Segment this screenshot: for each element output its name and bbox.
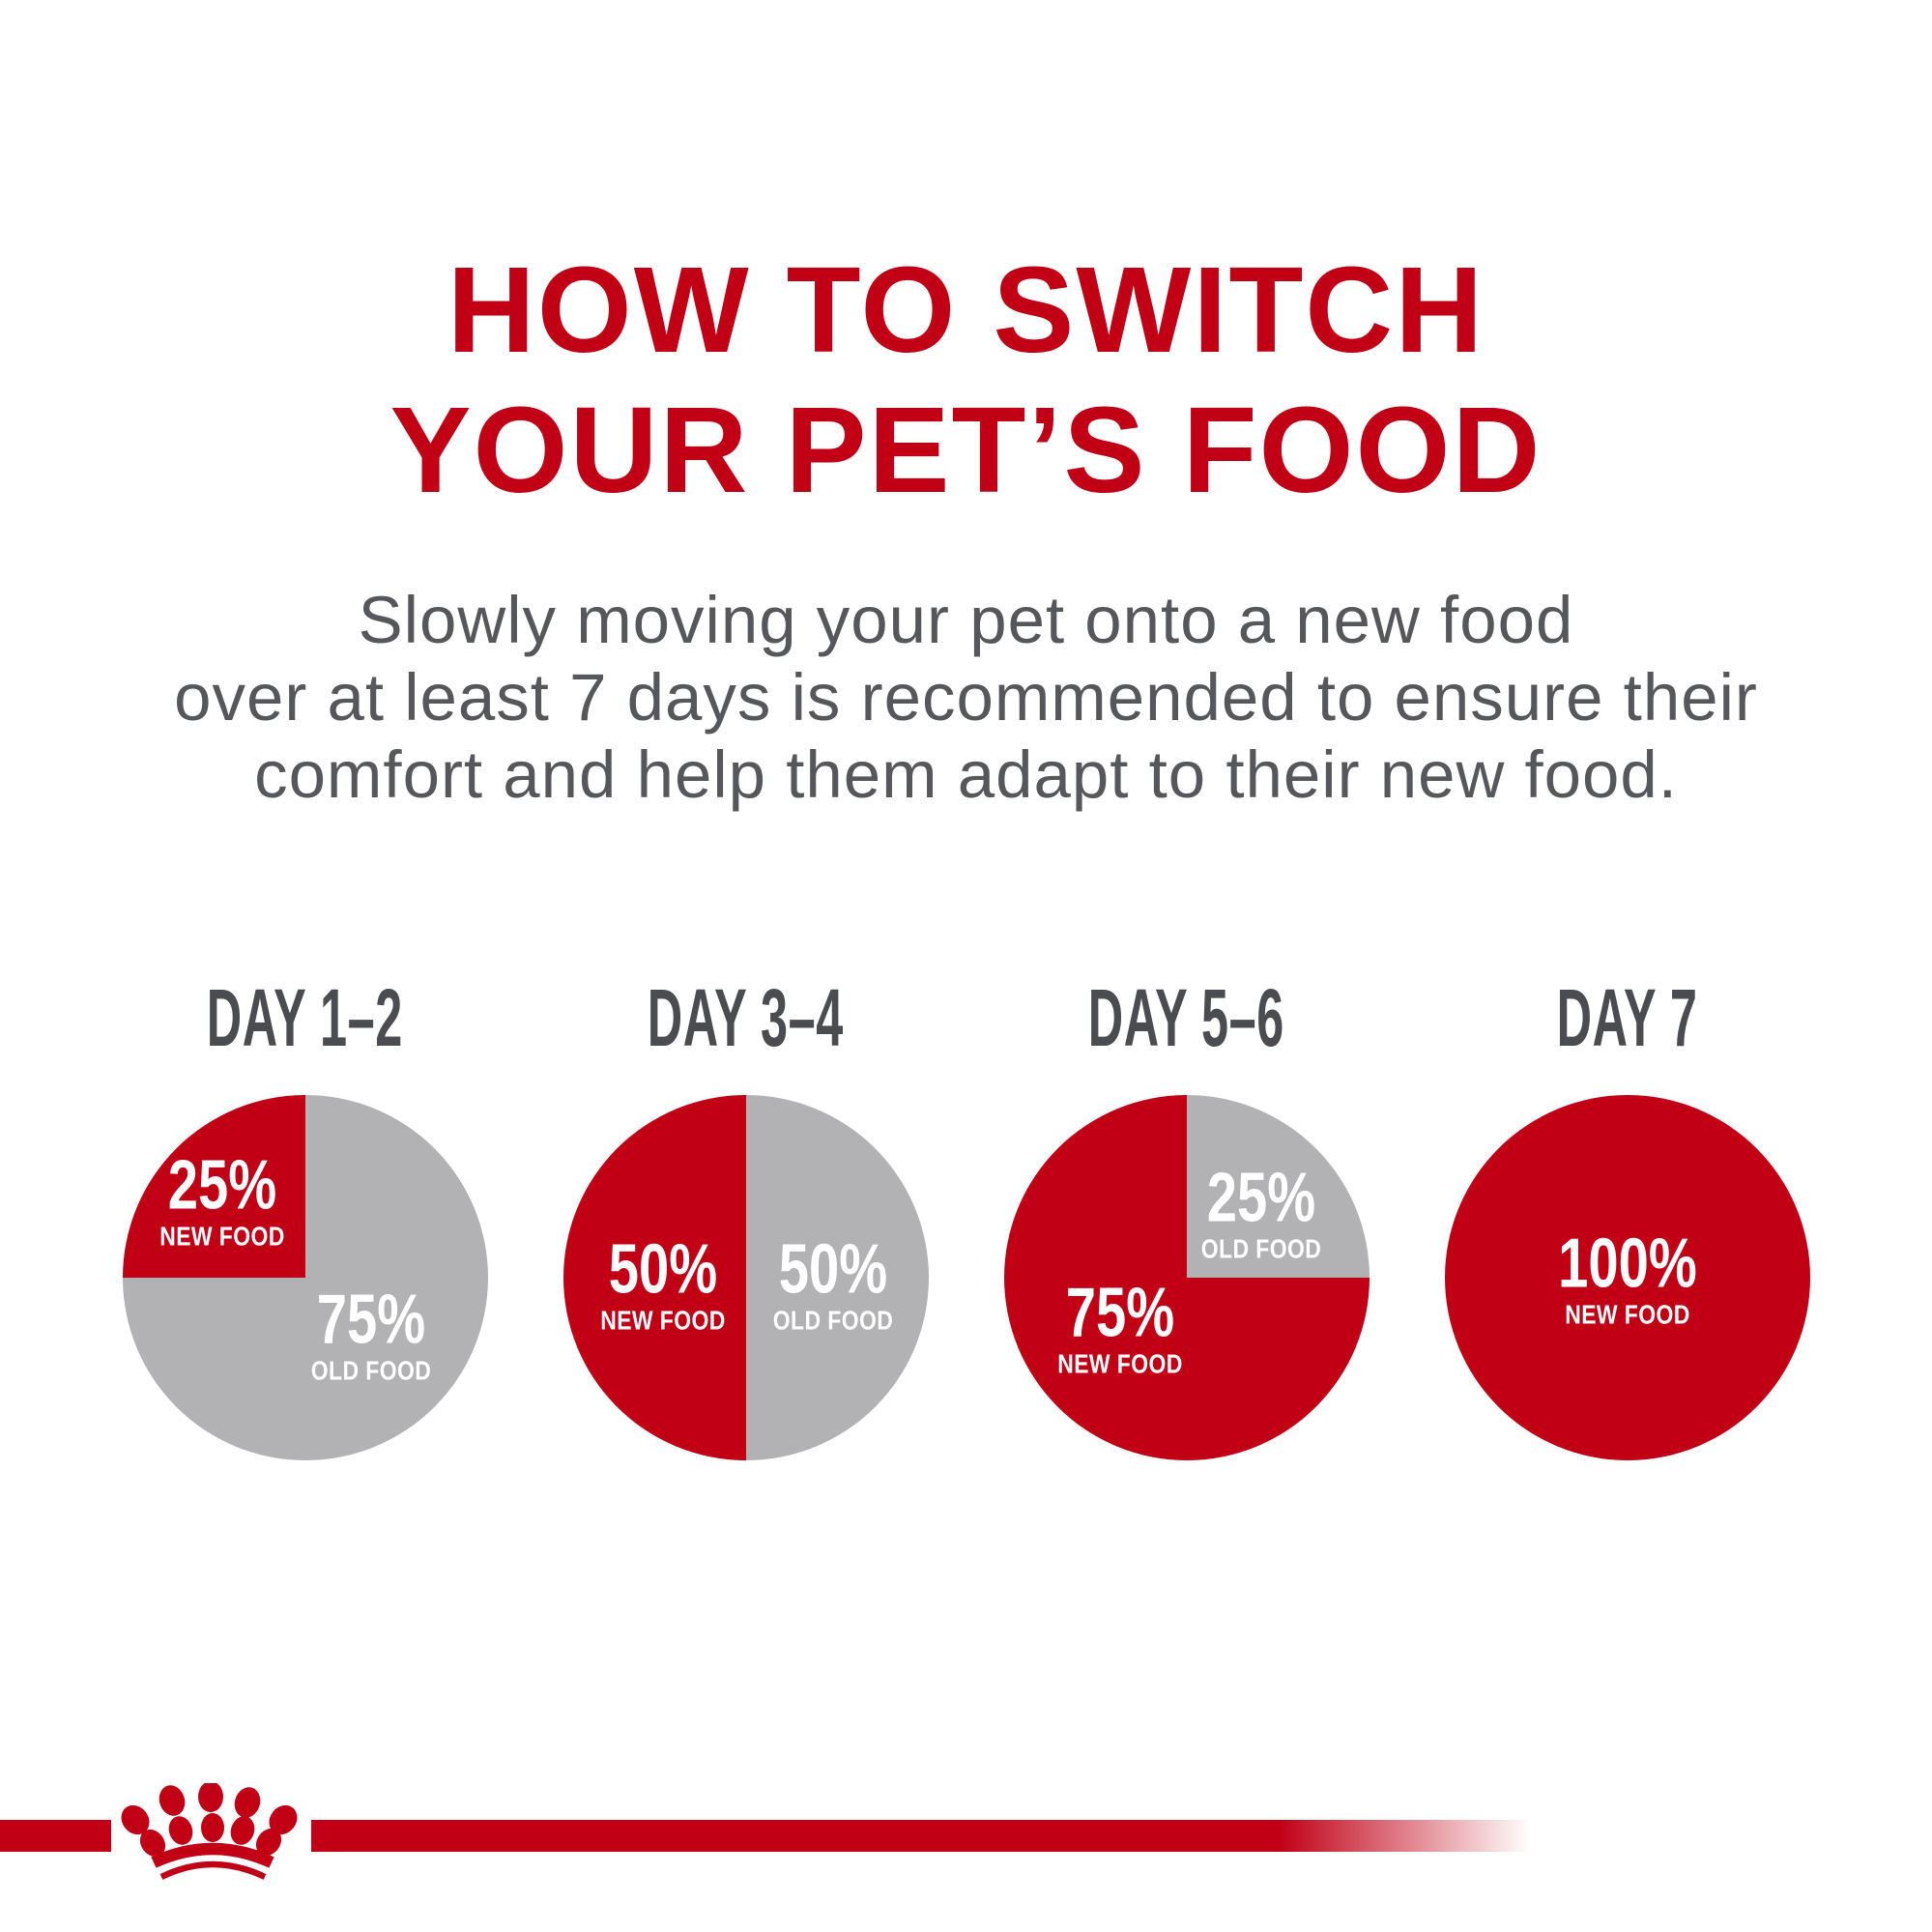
pie-chart-day-2: 50% NEW FOOD 50% OLD FOOD xyxy=(562,1095,929,1460)
day-label: DAY 1–2 xyxy=(206,972,404,1063)
page-subtitle-line-2: over at least 7 days is recommended to e… xyxy=(174,660,1758,735)
page-title-line-1: HOW TO SWITCH xyxy=(447,242,1485,378)
pie-slice-percent: 25% xyxy=(168,1146,277,1225)
pie-slice-label: 75% NEW FOOD xyxy=(1044,1279,1197,1380)
pie-chart-day-3: 75% NEW FOOD 25% OLD FOOD xyxy=(1003,1095,1370,1460)
pie-slice-label: 100% NEW FOOD xyxy=(1538,1228,1716,1330)
pie-slice-name: NEW FOOD xyxy=(1057,1348,1184,1379)
page-subtitle: Slowly moving your pet onto a new food o… xyxy=(0,582,1932,814)
pie-slice-percent: 50% xyxy=(779,1230,888,1309)
pie-slice-name: OLD FOOD xyxy=(310,1356,431,1387)
pie-slice-label: 50% NEW FOOD xyxy=(587,1234,739,1336)
page-title: HOW TO SWITCH YOUR PET’S FOOD xyxy=(0,240,1932,520)
day-label: DAY 5–6 xyxy=(1087,972,1285,1063)
day-column-2: DAY 3–4 50% NEW FOOD 50% OLD FOOD xyxy=(526,974,966,1460)
day-column-1: DAY 1–2 25% NEW FOOD 75% OLD FOOD xyxy=(85,974,526,1460)
pie-slice-percent: 25% xyxy=(1206,1159,1316,1237)
royal-canin-crown-logo xyxy=(121,1783,298,1880)
pie-slice-percent: 75% xyxy=(316,1282,425,1360)
pie-slice-percent: 75% xyxy=(1066,1274,1175,1352)
pie-slice-label: 50% OLD FOOD xyxy=(760,1234,907,1336)
pie-slice-label: 75% OLD FOOD xyxy=(298,1285,445,1387)
pie-slice-percent: 100% xyxy=(1557,1225,1697,1303)
pie-slice-name: OLD FOOD xyxy=(1200,1233,1322,1264)
pie-chart-day-1: 25% NEW FOOD 75% OLD FOOD xyxy=(122,1095,488,1460)
page-subtitle-line-3: comfort and help them adapt to their new… xyxy=(254,737,1678,812)
footer-bar-right xyxy=(311,1820,1537,1852)
pie-slice-name: OLD FOOD xyxy=(772,1305,894,1336)
day-column-4: DAY 7 100% NEW FOOD xyxy=(1407,974,1848,1460)
pie-slice-label: 25% OLD FOOD xyxy=(1188,1163,1335,1264)
days-row: DAY 1–2 25% NEW FOOD 75% OLD FOOD DAY 3–4 50% N… xyxy=(0,974,1932,1460)
pie-chart-day-4: 100% NEW FOOD xyxy=(1444,1095,1810,1460)
pie-slice-label: 25% NEW FOOD xyxy=(146,1150,299,1252)
footer-bar-left xyxy=(0,1820,111,1852)
pie-slice-percent: 50% xyxy=(609,1230,718,1309)
day-column-3: DAY 5–6 75% NEW FOOD 25% OLD FOOD xyxy=(966,974,1407,1460)
page-title-line-2: YOUR PET’S FOOD xyxy=(389,382,1543,518)
page-subtitle-line-1: Slowly moving your pet onto a new food xyxy=(358,583,1574,657)
pie-slice-name: NEW FOOD xyxy=(1564,1299,1690,1330)
pie-slice-name: NEW FOOD xyxy=(600,1305,727,1336)
day-label: DAY 7 xyxy=(1556,972,1698,1063)
day-label: DAY 3–4 xyxy=(647,972,845,1063)
pie-slice-name: NEW FOOD xyxy=(159,1221,286,1252)
